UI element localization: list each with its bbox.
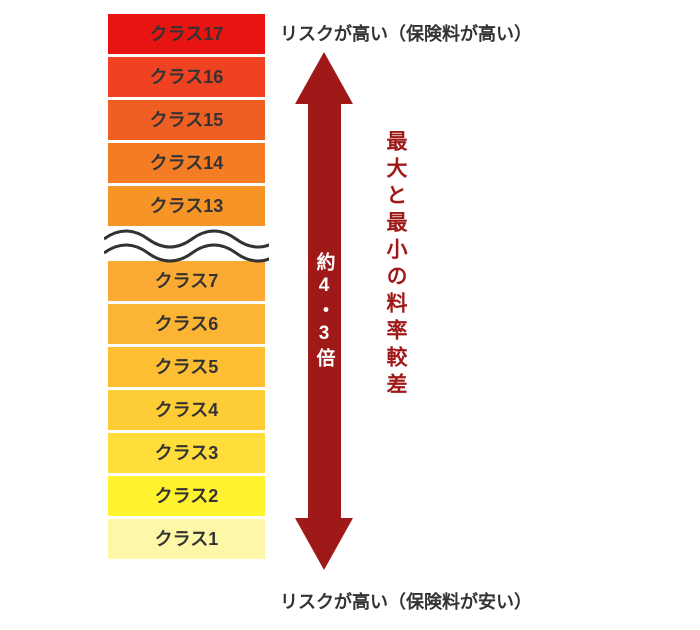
- class-box: クラス14: [108, 143, 265, 183]
- class-box: クラス7: [108, 261, 265, 301]
- class-box: クラス2: [108, 476, 265, 516]
- double-arrow: 約4・3倍: [292, 52, 356, 570]
- arrow-shaft: 約4・3倍: [308, 104, 341, 518]
- side-vertical-text: 最大と最小の料率較差: [380, 130, 410, 400]
- class-box: クラス17: [108, 14, 265, 54]
- wave-break-svg: [104, 227, 269, 263]
- class-box: クラス3: [108, 433, 265, 473]
- class-box: クラス4: [108, 390, 265, 430]
- wave-break: [108, 229, 265, 261]
- bottom-risk-label: リスクが高い（保険料が安い）: [280, 588, 532, 614]
- class-box: クラス1: [108, 519, 265, 559]
- class-box: クラス5: [108, 347, 265, 387]
- class-box: クラス15: [108, 100, 265, 140]
- class-column: クラス17クラス16クラス15クラス14クラス13 クラス7クラス6クラス5クラ…: [108, 14, 265, 562]
- arrow-head-up: [295, 52, 353, 104]
- top-risk-label: リスクが高い（保険料が高い）: [280, 20, 532, 46]
- class-box: クラス13: [108, 186, 265, 226]
- arrow-head-down: [295, 518, 353, 570]
- class-box: クラス16: [108, 57, 265, 97]
- class-box: クラス6: [108, 304, 265, 344]
- arrow-text: 約4・3倍: [311, 252, 338, 371]
